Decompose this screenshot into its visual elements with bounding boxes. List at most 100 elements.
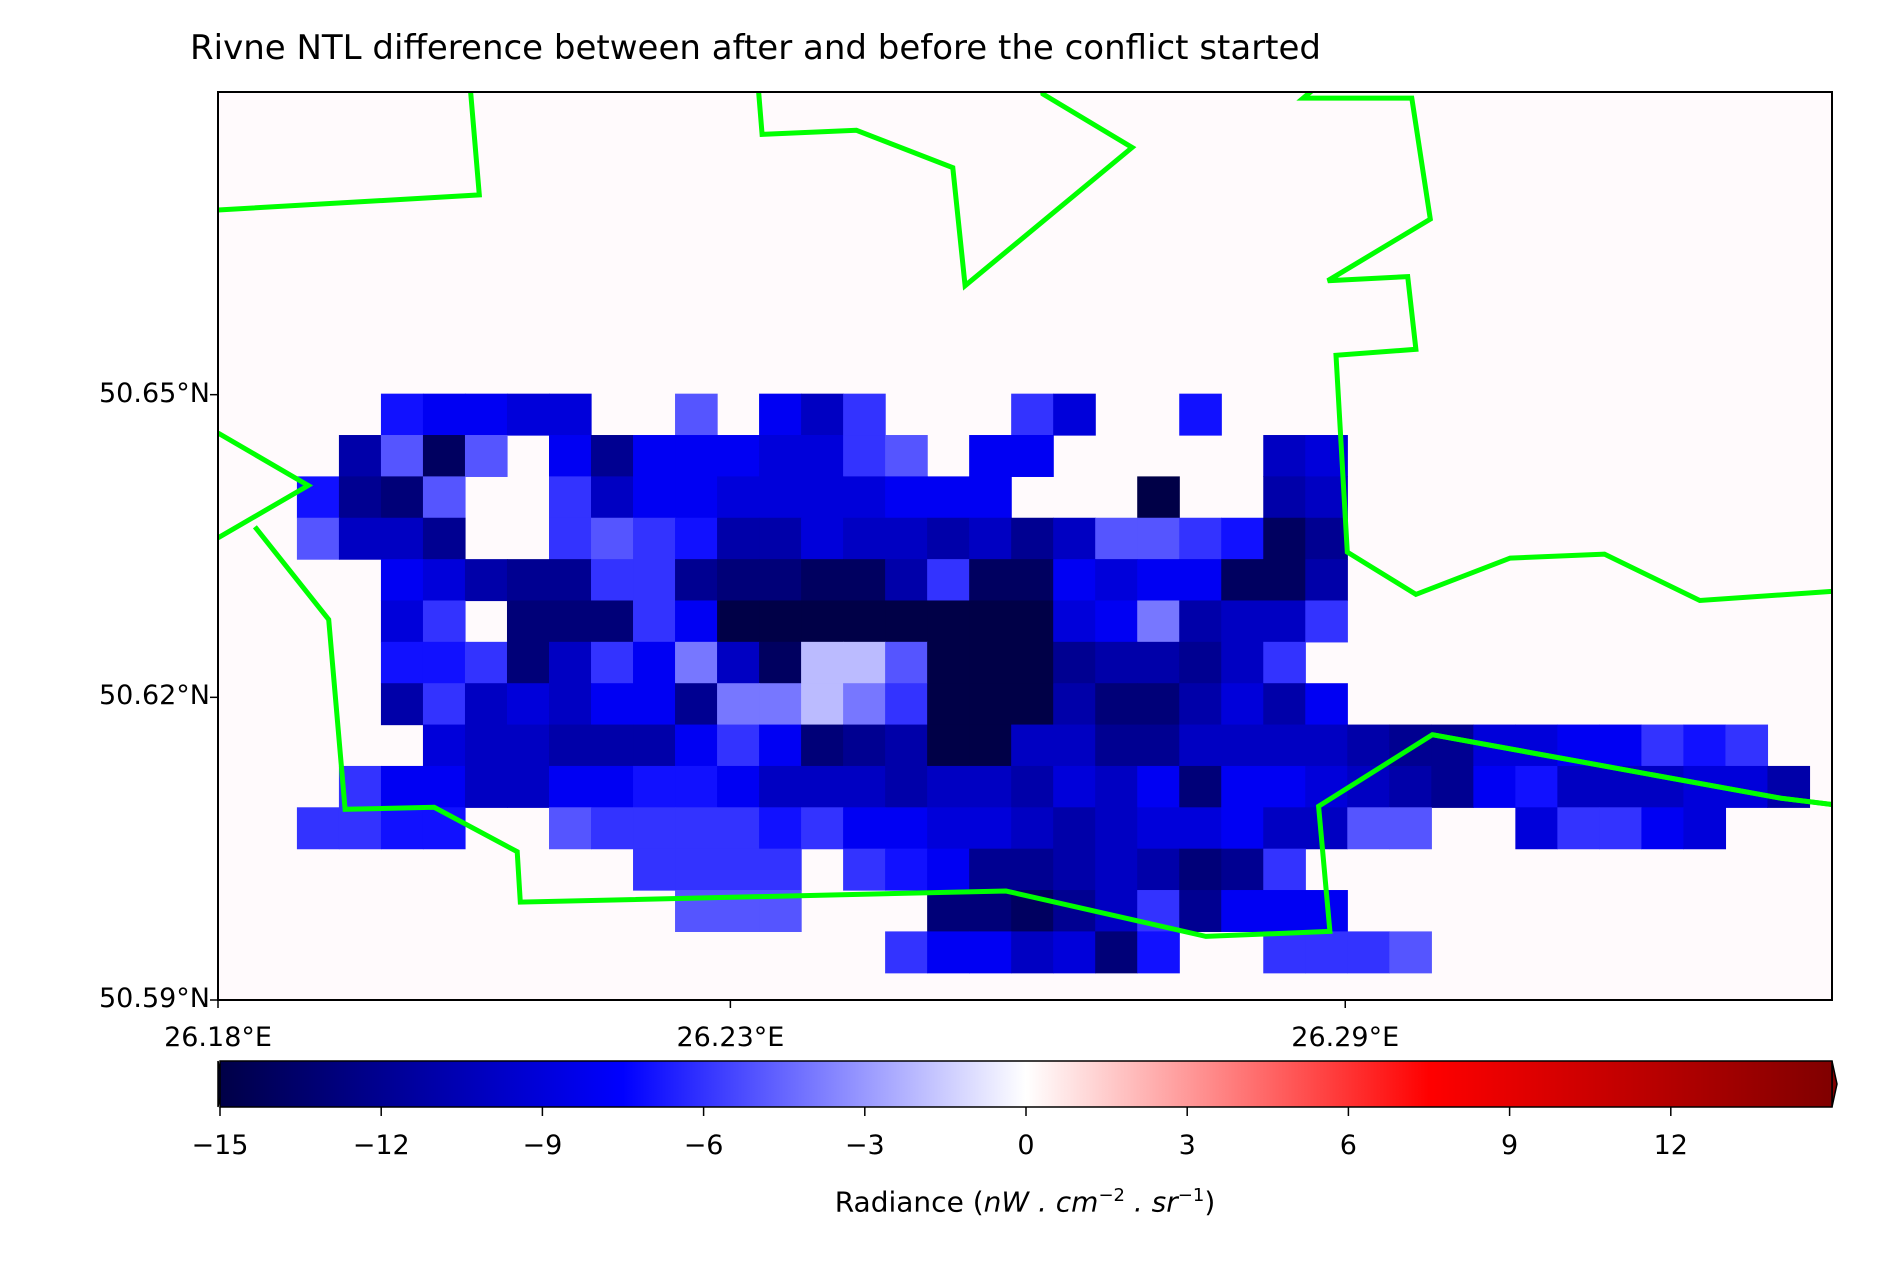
heatmap-cell — [633, 848, 676, 891]
heatmap-cell — [675, 807, 718, 850]
heatmap-cell — [1557, 807, 1600, 850]
heatmap-cell — [927, 683, 970, 726]
heatmap-cell — [801, 393, 844, 436]
heatmap-cell — [1137, 683, 1180, 726]
heatmap-cell — [1011, 435, 1054, 477]
heatmap-cell — [759, 476, 802, 519]
heatmap-cell — [1221, 683, 1264, 726]
heatmap-cell — [885, 517, 928, 560]
heatmap-cell — [1053, 848, 1096, 891]
heatmap-cell — [675, 765, 718, 808]
colorbar-tick-label: 3 — [1178, 1130, 1196, 1161]
heatmap-cell — [969, 683, 1012, 726]
heatmap-cell — [338, 807, 382, 850]
heatmap-cell — [717, 641, 760, 684]
colorbar-tick-label: 12 — [1653, 1130, 1688, 1161]
heatmap-cell — [633, 724, 676, 767]
heatmap-cell — [380, 683, 424, 726]
heatmap-cell — [549, 393, 592, 436]
heatmap-cell — [927, 476, 970, 519]
heatmap-cell — [1263, 807, 1306, 850]
heatmap-cell — [1095, 683, 1138, 726]
heatmap-cell — [1053, 683, 1096, 726]
heatmap-cell — [591, 641, 634, 684]
heatmap-cell — [591, 559, 634, 602]
heatmap-cell — [717, 600, 760, 643]
heatmap-cell — [927, 807, 970, 850]
heatmap-cell — [927, 559, 970, 602]
heatmap-cell — [717, 765, 760, 808]
heatmap-cell — [717, 476, 760, 519]
heatmap-cell — [1179, 848, 1222, 891]
heatmap-cell — [549, 517, 592, 560]
heatmap-cell — [1599, 807, 1642, 850]
heatmap-cell — [885, 683, 928, 726]
heatmap-cell — [1221, 517, 1264, 560]
heatmap-cell — [759, 600, 802, 643]
heatmap-cell — [1305, 931, 1348, 974]
heatmap-cell — [380, 807, 424, 850]
heatmap-cell — [1641, 807, 1685, 850]
heatmap-cell — [885, 476, 928, 519]
heatmap-cell — [1515, 765, 1558, 808]
heatmap-cell — [1137, 724, 1180, 767]
heatmap-cell — [1053, 559, 1096, 602]
heatmap-cell — [1263, 641, 1306, 684]
colorbar — [217, 1060, 1838, 1116]
heatmap-cell — [717, 848, 760, 891]
heatmap-cell — [1473, 765, 1516, 808]
heatmap-cell — [843, 807, 886, 850]
heatmap-cell — [591, 765, 634, 808]
heatmap-cell — [1641, 724, 1685, 767]
heatmap-cell — [1221, 765, 1264, 808]
heatmap-cell — [885, 765, 928, 808]
heatmap-cell — [717, 807, 760, 850]
heatmap-cell — [1137, 931, 1180, 974]
heatmap-cell — [1179, 724, 1222, 767]
heatmap-cell — [1683, 807, 1727, 850]
colorbar-label: Radiance (nW . cm−2 . sr−1) — [835, 1185, 1216, 1218]
boundary-line — [1431, 732, 1832, 808]
boundary-lines — [218, 92, 1832, 939]
heatmap-cell — [1431, 765, 1474, 808]
colorbar-label-mid: . sr — [1124, 1185, 1178, 1219]
heatmap-cell — [843, 393, 886, 436]
heatmap-cell — [1557, 765, 1600, 808]
heatmap-cell — [591, 476, 634, 519]
heatmap-cell — [1095, 807, 1138, 850]
axis-ticks — [210, 393, 1346, 1008]
heatmap-cell — [1011, 931, 1054, 974]
heatmap-cell — [759, 848, 802, 891]
heatmap-cell — [1179, 393, 1222, 436]
heatmap-cell — [1095, 931, 1138, 974]
heatmap-cell — [422, 435, 466, 477]
colorbar-ticks — [219, 1107, 1672, 1116]
heatmap-cell — [1011, 683, 1054, 726]
heatmap-cell — [380, 765, 424, 808]
heatmap-cell — [1011, 765, 1054, 808]
heatmap-cell — [422, 765, 466, 808]
heatmap-cell — [969, 641, 1012, 684]
heatmap-cell — [759, 807, 802, 850]
heatmap-cell — [1221, 724, 1264, 767]
heatmap-cell — [1263, 724, 1306, 767]
heatmap-cell — [885, 600, 928, 643]
heatmap-cell — [1011, 393, 1054, 436]
heatmap-cell — [633, 600, 676, 643]
heatmap-cell — [506, 641, 550, 684]
heatmap-cell — [843, 476, 886, 519]
heatmap-cell — [296, 517, 340, 560]
heatmap-cell — [759, 641, 802, 684]
heatmap-cell — [1179, 807, 1222, 850]
heatmap-cell — [1389, 765, 1432, 808]
heatmap-cell — [759, 683, 802, 726]
colorbar-tick-label: 9 — [1501, 1130, 1519, 1161]
heatmap-cell — [759, 435, 802, 477]
heatmap-cell — [1305, 683, 1348, 726]
heatmap-cell — [801, 683, 844, 726]
heatmap-cell — [633, 559, 676, 602]
heatmap-cell — [506, 683, 550, 726]
heatmap-cell — [969, 765, 1012, 808]
heatmap-cell — [1305, 807, 1348, 850]
